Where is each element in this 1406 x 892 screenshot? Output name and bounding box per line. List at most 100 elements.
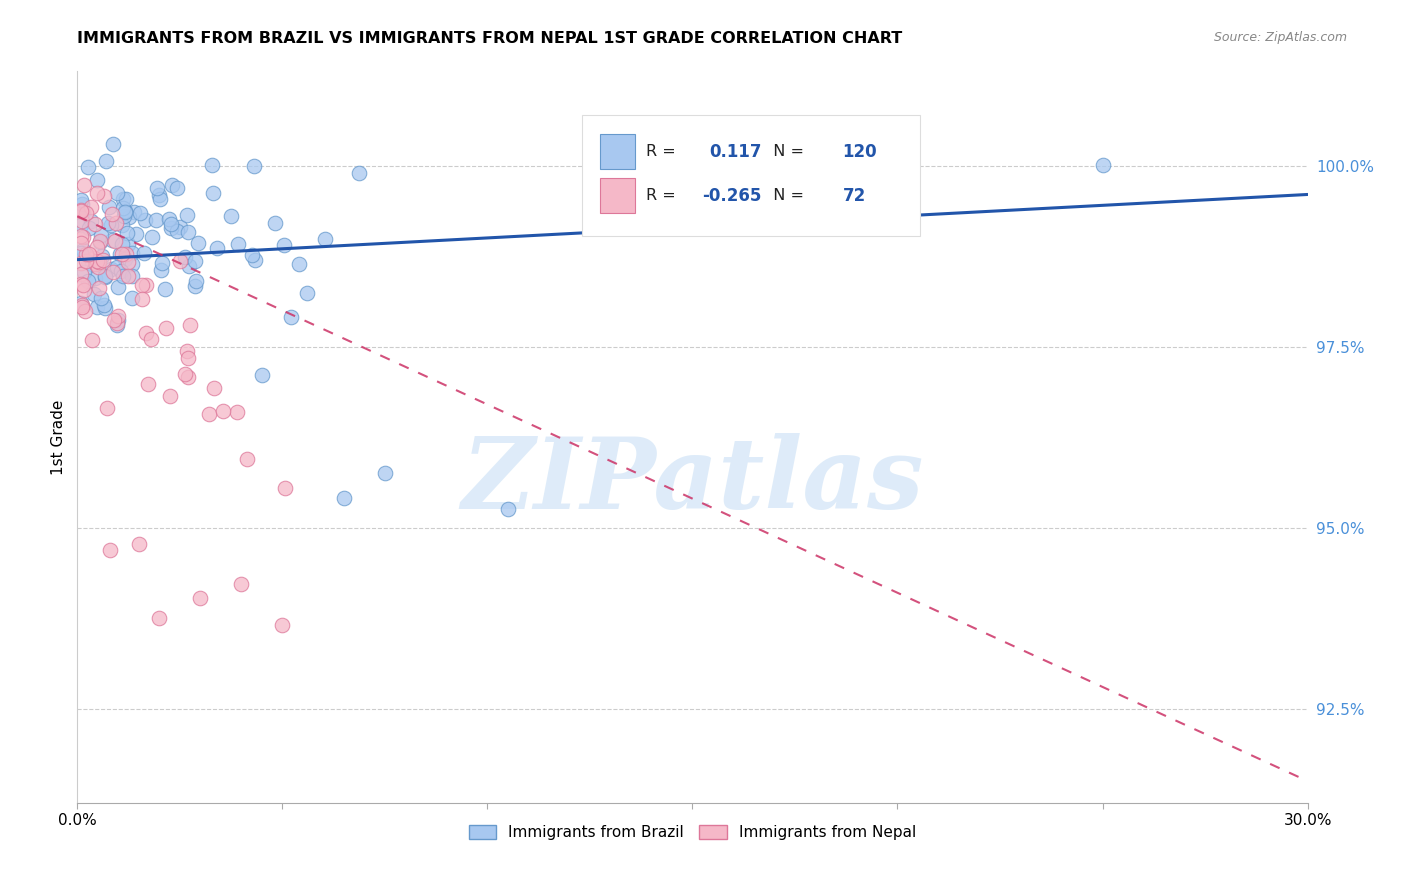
Point <box>70 256 93 270</box>
Point <box>105 318 128 332</box>
Point <box>236 451 259 466</box>
Point <box>160 221 183 235</box>
Point <box>177 259 200 273</box>
Point <box>76 160 98 174</box>
Text: R =: R = <box>645 188 681 203</box>
Point <box>107 313 129 327</box>
Point <box>80 200 103 214</box>
Point <box>149 193 172 207</box>
Point <box>136 376 159 391</box>
Point <box>219 209 242 223</box>
Point <box>70 204 93 219</box>
Point <box>89 235 111 249</box>
Point <box>86 260 108 274</box>
Point <box>273 238 295 252</box>
Point <box>186 235 208 250</box>
Point <box>176 208 198 222</box>
Point <box>111 192 134 206</box>
Point <box>118 210 141 224</box>
Point <box>72 178 94 192</box>
Point <box>121 257 143 271</box>
Point <box>100 219 122 233</box>
Point <box>155 282 177 296</box>
Point <box>97 216 120 230</box>
Bar <box>600 135 634 169</box>
Point <box>287 257 309 271</box>
Point <box>80 256 103 270</box>
Point <box>70 218 93 232</box>
Point <box>75 206 97 220</box>
Point <box>72 243 94 257</box>
FancyBboxPatch shape <box>582 115 920 235</box>
Point <box>155 321 177 335</box>
Point <box>98 543 121 558</box>
Point <box>100 233 122 247</box>
Point <box>264 216 287 230</box>
Point <box>148 188 170 202</box>
Point <box>105 186 128 200</box>
Point <box>105 260 128 275</box>
Point <box>104 216 127 230</box>
Point <box>202 186 225 200</box>
Point <box>79 213 101 227</box>
Point <box>141 229 163 244</box>
Point <box>108 246 131 260</box>
Text: IMMIGRANTS FROM BRAZIL VS IMMIGRANTS FROM NEPAL 1ST GRADE CORRELATION CHART: IMMIGRANTS FROM BRAZIL VS IMMIGRANTS FRO… <box>77 31 903 46</box>
Point <box>280 310 302 324</box>
Point <box>184 253 207 268</box>
Text: Source: ZipAtlas.com: Source: ZipAtlas.com <box>1213 31 1347 45</box>
Point <box>125 227 148 241</box>
Point <box>111 268 134 283</box>
Point <box>91 252 114 267</box>
Point <box>121 291 143 305</box>
Point <box>131 277 153 292</box>
Point <box>83 217 105 231</box>
Point <box>86 186 108 200</box>
Point <box>84 271 107 285</box>
Point <box>70 235 93 250</box>
Point <box>70 267 93 281</box>
Point <box>73 283 96 297</box>
Point <box>243 253 266 268</box>
Point <box>166 224 188 238</box>
Text: 0.117: 0.117 <box>710 143 762 161</box>
Point <box>86 300 108 314</box>
Point <box>132 245 155 260</box>
Point <box>131 292 153 306</box>
Point <box>188 591 212 606</box>
Point <box>250 368 273 383</box>
Point <box>84 257 107 271</box>
Point <box>96 153 118 168</box>
Text: N =: N = <box>762 188 808 203</box>
Point <box>174 250 197 264</box>
Point <box>100 261 122 276</box>
Point <box>89 254 111 268</box>
Point <box>145 212 167 227</box>
Point <box>145 181 167 195</box>
Point <box>91 249 114 263</box>
Point <box>77 274 100 288</box>
Point <box>114 203 136 218</box>
Legend: Immigrants from Brazil, Immigrants from Nepal: Immigrants from Brazil, Immigrants from … <box>463 819 922 847</box>
Point <box>70 193 93 207</box>
Point <box>159 389 181 403</box>
Point <box>77 221 100 235</box>
Point <box>1091 158 1114 172</box>
Point <box>86 254 108 268</box>
Point <box>93 298 115 312</box>
Point <box>86 172 108 186</box>
Point <box>157 212 180 227</box>
Point <box>111 247 134 261</box>
Point <box>70 246 93 260</box>
Point <box>347 166 370 180</box>
Point <box>72 230 94 244</box>
Point <box>271 617 294 632</box>
Point <box>70 229 93 244</box>
Point <box>231 576 253 591</box>
Point <box>70 277 93 292</box>
Point <box>89 280 111 294</box>
Point <box>70 203 93 218</box>
Point <box>111 218 134 232</box>
Text: N =: N = <box>762 145 808 160</box>
Point <box>117 237 139 252</box>
